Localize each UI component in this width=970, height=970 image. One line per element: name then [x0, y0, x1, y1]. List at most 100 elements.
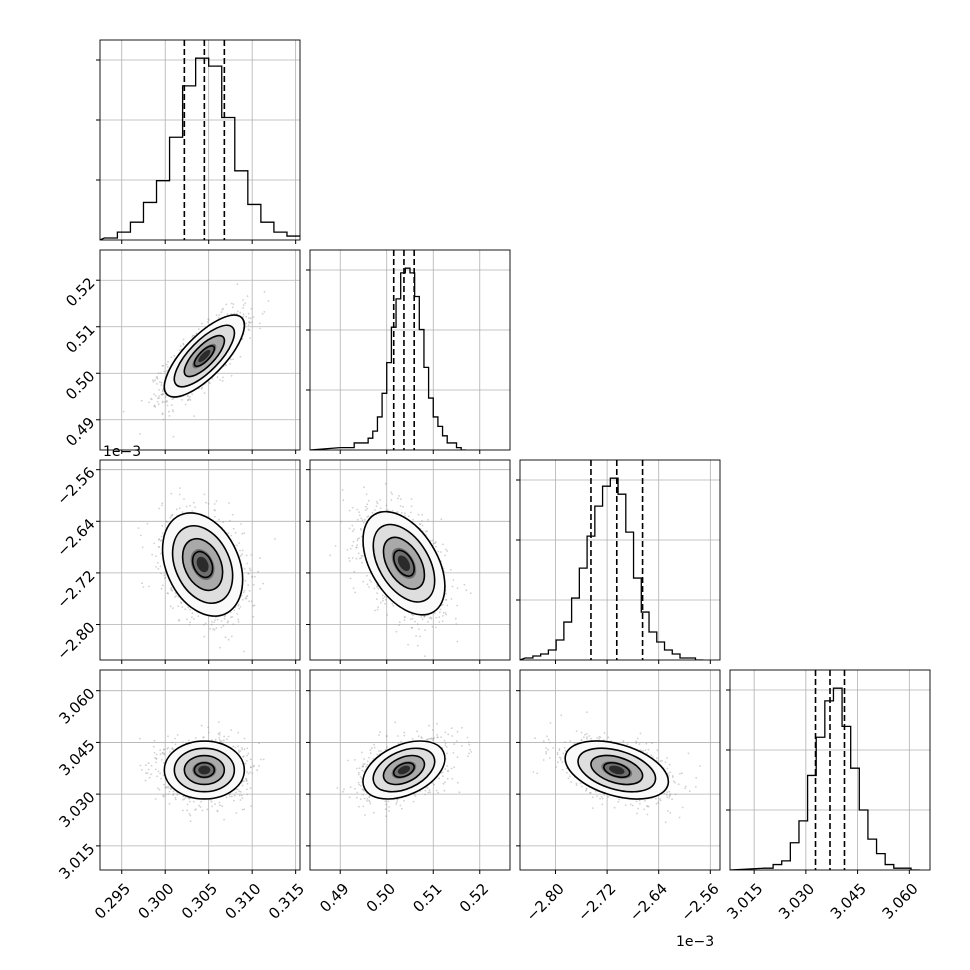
sample-point — [220, 620, 223, 622]
sample-point — [412, 614, 414, 617]
sample-point — [182, 798, 184, 801]
sample-point — [139, 433, 141, 435]
sample-point — [221, 805, 224, 808]
sample-point — [348, 557, 350, 560]
sample-point — [172, 748, 175, 751]
sample-point — [210, 621, 213, 623]
sample-point — [225, 303, 228, 306]
sample-point — [178, 619, 181, 622]
sample-point — [213, 628, 216, 631]
sample-point — [356, 508, 359, 511]
sample-point — [230, 374, 233, 377]
sample-point — [250, 307, 253, 310]
sample-point — [382, 597, 384, 600]
sample-point — [178, 493, 181, 496]
sample-point — [245, 597, 248, 600]
sample-point — [229, 611, 232, 614]
sample-point — [357, 552, 360, 555]
sample-point — [374, 609, 376, 612]
sample-point — [171, 589, 174, 592]
sample-point — [446, 550, 449, 552]
sample-point — [455, 623, 458, 625]
sample-point — [178, 507, 181, 509]
sample-point — [449, 569, 452, 571]
sample-point — [158, 546, 160, 548]
sample-point — [178, 618, 180, 621]
sample-point — [241, 549, 244, 552]
sample-point — [246, 595, 249, 597]
sample-point — [252, 765, 255, 768]
sample-point — [191, 336, 194, 339]
sample-point — [180, 601, 182, 603]
sample-point — [162, 774, 165, 777]
sample-point — [166, 521, 169, 523]
sample-point — [170, 356, 173, 359]
sample-point — [153, 404, 156, 407]
histogram-3 — [730, 687, 920, 870]
sample-point — [352, 587, 355, 590]
sample-point — [140, 399, 143, 402]
sample-point — [163, 574, 166, 577]
sample-point — [236, 310, 239, 313]
sample-point — [354, 591, 357, 594]
sample-point — [181, 398, 184, 401]
sample-point — [217, 732, 220, 735]
sample-point — [245, 779, 248, 782]
sample-point — [158, 507, 161, 510]
sample-point — [165, 401, 168, 403]
sample-point — [446, 604, 449, 607]
sample-point — [379, 499, 381, 501]
sample-point — [218, 733, 221, 736]
sample-point — [197, 328, 200, 330]
sample-point — [156, 562, 159, 564]
sample-point — [171, 398, 174, 401]
sample-point — [238, 542, 241, 544]
sample-point — [171, 741, 174, 744]
panel-frame — [309, 249, 511, 451]
sample-point — [376, 608, 379, 611]
sample-point — [434, 542, 436, 545]
joint-panel-1-0 — [96, 249, 301, 454]
sample-point — [223, 735, 226, 738]
sample-point — [367, 515, 370, 517]
joint-panel-2-0 — [96, 459, 301, 664]
joint-content — [329, 482, 472, 662]
sample-point — [252, 583, 255, 586]
sample-point — [216, 809, 219, 812]
sample-point — [226, 313, 229, 315]
sample-point — [209, 628, 212, 630]
contour-line — [392, 549, 415, 577]
sample-point — [252, 615, 255, 618]
sample-point — [231, 513, 234, 516]
sample-point — [245, 780, 248, 782]
sample-point — [404, 514, 406, 517]
contour-line — [191, 550, 214, 579]
sample-point — [358, 514, 361, 517]
sample-point — [162, 418, 165, 421]
sample-point — [174, 596, 176, 598]
sample-point — [156, 376, 159, 378]
sample-point — [227, 638, 230, 641]
sample-point — [362, 522, 365, 524]
sample-point — [219, 646, 222, 649]
sample-point — [241, 808, 244, 811]
sample-point — [191, 334, 194, 337]
sample-point — [407, 515, 410, 518]
sample-point — [444, 598, 447, 601]
sample-point — [223, 615, 226, 618]
sample-point — [248, 590, 251, 592]
sample-point — [167, 592, 170, 595]
sample-point — [342, 499, 345, 502]
sample-point — [213, 509, 216, 511]
sample-point — [361, 519, 364, 522]
sample-point — [375, 500, 378, 503]
sample-point — [437, 660, 439, 662]
sample-point — [250, 554, 253, 556]
sample-point — [157, 538, 160, 541]
sample-point — [248, 320, 251, 323]
sample-point — [360, 528, 363, 531]
sample-point — [189, 504, 191, 507]
sample-point — [171, 409, 174, 411]
sample-point — [221, 380, 224, 382]
sample-point — [251, 575, 253, 578]
